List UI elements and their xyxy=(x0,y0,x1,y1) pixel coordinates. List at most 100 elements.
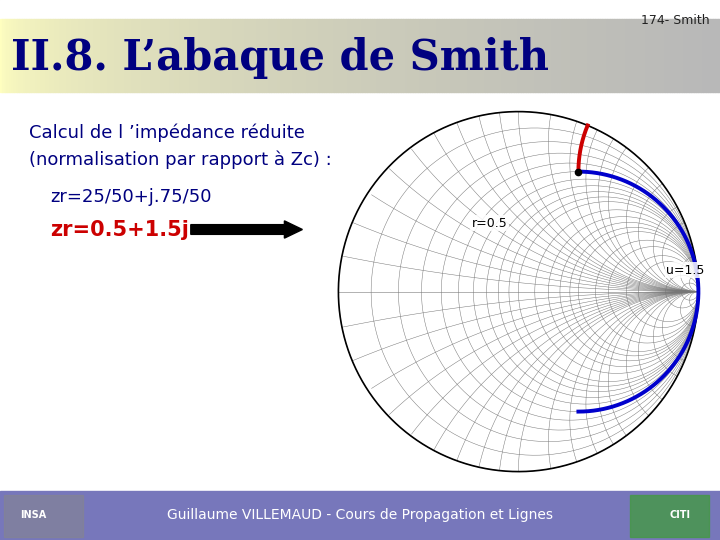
Bar xyxy=(506,19,509,92)
Bar xyxy=(315,19,317,92)
Bar xyxy=(142,19,144,92)
Bar xyxy=(358,19,360,92)
Bar xyxy=(711,19,713,92)
Bar xyxy=(187,19,189,92)
Bar xyxy=(12,19,14,92)
Bar xyxy=(38,19,41,92)
Bar xyxy=(63,19,65,92)
Bar xyxy=(372,19,374,92)
Bar xyxy=(456,19,459,92)
Bar xyxy=(252,19,254,92)
Bar xyxy=(293,19,295,92)
Bar xyxy=(430,19,432,92)
Bar xyxy=(533,19,535,92)
Text: u=1.5: u=1.5 xyxy=(666,264,704,276)
Bar xyxy=(202,19,204,92)
Bar xyxy=(245,19,247,92)
Bar xyxy=(701,19,703,92)
Bar xyxy=(31,19,34,92)
Bar xyxy=(461,19,463,92)
Bar xyxy=(362,19,365,92)
Bar xyxy=(338,19,341,92)
Bar xyxy=(619,19,621,92)
Bar xyxy=(650,19,653,92)
Bar xyxy=(0,19,2,92)
Bar xyxy=(230,19,233,92)
Bar xyxy=(502,19,504,92)
Bar xyxy=(521,19,523,92)
Bar xyxy=(45,19,48,92)
Bar xyxy=(574,19,576,92)
Bar xyxy=(346,19,348,92)
Bar xyxy=(408,19,410,92)
Bar xyxy=(65,19,67,92)
Bar xyxy=(355,19,358,92)
Bar xyxy=(70,19,72,92)
Bar xyxy=(499,19,502,92)
Text: zr=25/50+j.75/50: zr=25/50+j.75/50 xyxy=(50,188,212,206)
Bar xyxy=(36,19,38,92)
Bar xyxy=(377,19,379,92)
Bar xyxy=(492,19,495,92)
Bar xyxy=(295,19,297,92)
Bar xyxy=(264,19,266,92)
Bar xyxy=(310,19,312,92)
Bar xyxy=(74,19,77,92)
Bar xyxy=(581,19,583,92)
Bar xyxy=(153,19,156,92)
Bar xyxy=(477,19,480,92)
Bar xyxy=(425,19,427,92)
Bar xyxy=(266,19,269,92)
Bar xyxy=(279,19,281,92)
Text: 174- Smith: 174- Smith xyxy=(641,14,709,26)
Bar xyxy=(549,19,552,92)
Bar xyxy=(173,19,175,92)
Bar xyxy=(629,19,631,92)
Bar xyxy=(470,19,473,92)
Bar xyxy=(144,19,146,92)
Bar xyxy=(454,19,456,92)
Bar xyxy=(135,19,137,92)
Bar xyxy=(146,19,149,92)
Bar xyxy=(125,19,127,92)
Bar xyxy=(290,19,293,92)
Bar xyxy=(513,19,516,92)
Bar xyxy=(214,19,216,92)
Bar xyxy=(679,19,682,92)
Bar xyxy=(317,19,319,92)
Bar xyxy=(113,19,115,92)
Bar xyxy=(459,19,461,92)
Bar xyxy=(653,19,655,92)
Bar xyxy=(271,19,274,92)
Bar xyxy=(684,19,686,92)
Bar xyxy=(643,19,646,92)
Bar xyxy=(567,19,569,92)
Bar xyxy=(557,19,559,92)
Bar xyxy=(216,19,218,92)
Bar xyxy=(610,19,612,92)
Bar xyxy=(621,19,624,92)
Bar xyxy=(473,19,475,92)
Bar xyxy=(261,19,264,92)
Bar xyxy=(600,19,603,92)
Bar xyxy=(288,19,290,92)
Bar xyxy=(449,19,451,92)
Bar xyxy=(127,19,130,92)
Text: INSA: INSA xyxy=(20,510,46,520)
Bar xyxy=(559,19,562,92)
Bar xyxy=(463,19,466,92)
Bar xyxy=(420,19,423,92)
Bar xyxy=(641,19,643,92)
Bar xyxy=(7,19,9,92)
Text: Guillaume VILLEMAUD - Cours de Propagation et Lignes: Guillaume VILLEMAUD - Cours de Propagati… xyxy=(167,508,553,522)
Bar xyxy=(218,19,221,92)
Bar xyxy=(108,19,110,92)
Bar xyxy=(585,19,588,92)
Bar xyxy=(151,19,153,92)
Bar xyxy=(523,19,526,92)
Bar xyxy=(394,19,396,92)
Bar xyxy=(415,19,418,92)
Bar xyxy=(369,19,372,92)
Bar xyxy=(336,19,338,92)
Bar xyxy=(367,19,369,92)
